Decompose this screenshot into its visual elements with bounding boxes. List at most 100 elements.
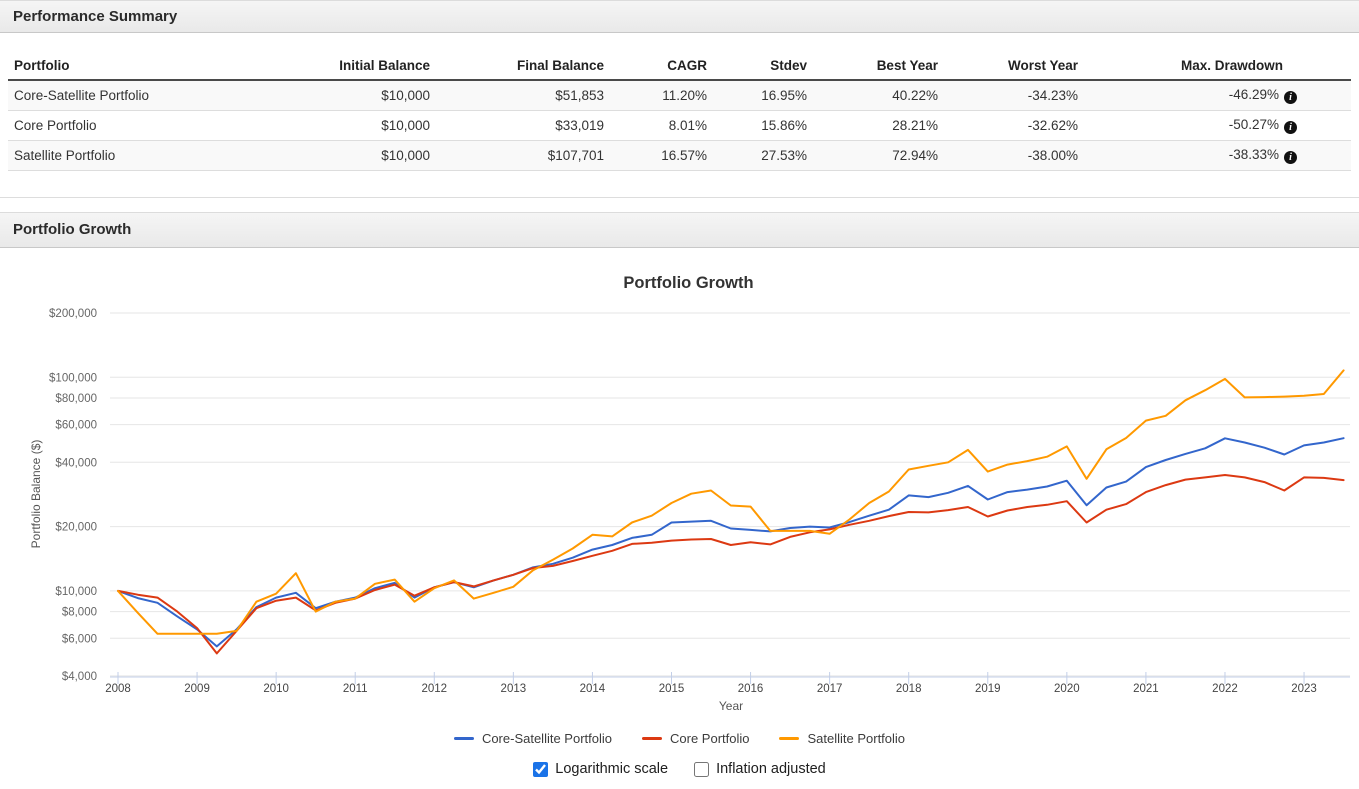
x-tick-label: 2010: [263, 683, 289, 695]
column-header-max-drawdown: Max. Drawdown: [1078, 52, 1351, 81]
section-divider: [0, 197, 1359, 198]
series-line-core-satellite-portfolio: [117, 437, 1345, 648]
legend-line-swatch: [779, 737, 800, 740]
y-tick-label: $4,000: [62, 671, 97, 683]
logarithmic-scale-checkbox[interactable]: [533, 761, 549, 777]
y-tick-label: $60,000: [55, 420, 97, 432]
y-tick-label: $6,000: [62, 633, 97, 645]
column-header-worst-year: Worst Year: [938, 52, 1078, 81]
legend-item-core-satellite: Core-Satellite Portfolio: [453, 731, 612, 746]
portfolio-growth-chart[interactable]: $200,000 $100,000 $80,000 $60,000 $40,000 $20…: [0, 255, 1359, 725]
x-tick-label: 2013: [501, 683, 527, 695]
x-tick-label: 2019: [975, 683, 1001, 695]
legend-label: Satellite Portfolio: [807, 731, 906, 746]
legend-line-swatch: [642, 737, 662, 740]
info-icon[interactable]: i: [1284, 91, 1297, 104]
cell-final-balance: $107,701: [430, 140, 604, 171]
cell-initial-balance: $10,000: [308, 140, 430, 171]
x-tick-label: 2009: [184, 683, 210, 695]
cell-initial-balance: $10,000: [308, 80, 430, 111]
max-drawdown-value: -50.27%: [1228, 117, 1279, 132]
x-axis-title: Year: [719, 699, 743, 713]
gridlines: [110, 312, 1350, 684]
inflation-adjusted-label: Inflation adjusted: [716, 761, 826, 777]
cell-max-drawdown: -38.33% i: [1078, 140, 1351, 171]
legend-label: Core Portfolio: [670, 731, 750, 746]
portfolio-growth-header-bar: Portfolio Growth: [0, 212, 1359, 248]
cell-best-year: 72.94%: [807, 140, 938, 171]
chart-title: Portfolio Growth: [623, 274, 754, 292]
table-row: Satellite Portfolio $10,000 $107,701 16.…: [8, 140, 1351, 171]
x-tick-label: 2022: [1212, 683, 1238, 695]
column-header-portfolio: Portfolio: [8, 52, 308, 81]
chart-legend: Core-Satellite Portfolio Core Portfolio …: [0, 731, 1359, 746]
x-tick-label: 2014: [580, 683, 606, 695]
cell-best-year: 28.21%: [807, 110, 938, 141]
x-tick-label: 2012: [421, 683, 447, 695]
legend-item-satellite: Satellite Portfolio: [779, 731, 905, 746]
performance-summary-title: Performance Summary: [13, 8, 178, 25]
performance-summary-table-wrap: Portfolio Initial Balance Final Balance …: [8, 52, 1351, 171]
performance-summary-table: Portfolio Initial Balance Final Balance …: [8, 52, 1351, 171]
y-axis-tick-labels: $200,000 $100,000 $80,000 $60,000 $40,000 $20…: [49, 308, 97, 683]
max-drawdown-value: -38.33%: [1228, 147, 1279, 162]
cell-cagr: 8.01%: [604, 110, 707, 141]
series-line-core-portfolio: [117, 474, 1345, 655]
x-tick-label: 2023: [1291, 683, 1317, 695]
series-line-satellite-portfolio: [117, 369, 1345, 635]
table-row: Core-Satellite Portfolio $10,000 $51,853…: [8, 80, 1351, 111]
cell-stdev: 15.86%: [707, 110, 807, 141]
max-drawdown-value: -46.29%: [1228, 87, 1279, 102]
cell-portfolio: Satellite Portfolio: [8, 140, 308, 171]
x-tick-label: 2021: [1133, 683, 1159, 695]
cell-final-balance: $33,019: [430, 110, 604, 141]
y-tick-label: $200,000: [49, 308, 97, 320]
cell-cagr: 16.57%: [604, 140, 707, 171]
inflation-adjusted-checkbox[interactable]: [694, 761, 710, 777]
cell-worst-year: -38.00%: [938, 140, 1078, 171]
column-header-best-year: Best Year: [807, 52, 938, 81]
cell-portfolio: Core-Satellite Portfolio: [8, 80, 308, 111]
cell-portfolio: Core Portfolio: [8, 110, 308, 141]
y-axis-title: Portfolio Balance ($): [29, 440, 43, 549]
performance-summary-header-bar: Performance Summary: [0, 0, 1359, 33]
cell-final-balance: $51,853: [430, 80, 604, 111]
cell-worst-year: -32.62%: [938, 110, 1078, 141]
x-tick-label: 2015: [659, 683, 685, 695]
legend-line-swatch: [453, 737, 474, 740]
table-header-row: Portfolio Initial Balance Final Balance …: [8, 52, 1351, 81]
cell-initial-balance: $10,000: [308, 110, 430, 141]
legend-item-core: Core Portfolio: [642, 731, 749, 746]
info-icon[interactable]: i: [1284, 151, 1297, 164]
series-lines: [117, 369, 1345, 655]
cell-best-year: 40.22%: [807, 80, 938, 111]
column-header-cagr: CAGR: [604, 52, 707, 81]
legend-label: Core-Satellite Portfolio: [481, 731, 612, 746]
column-header-final-balance: Final Balance: [430, 52, 604, 81]
info-icon[interactable]: i: [1284, 121, 1297, 134]
logarithmic-scale-control[interactable]: Logarithmic scale: [533, 761, 668, 777]
x-tick-label: 2008: [105, 683, 131, 695]
table-row: Core Portfolio $10,000 $33,019 8.01% 15.…: [8, 110, 1351, 141]
cell-max-drawdown: -46.29% i: [1078, 80, 1351, 111]
x-tick-label: 2017: [817, 683, 843, 695]
cell-cagr: 11.20%: [604, 80, 707, 111]
cell-stdev: 27.53%: [707, 140, 807, 171]
x-tick-label: 2016: [738, 683, 764, 695]
cell-worst-year: -34.23%: [938, 80, 1078, 111]
x-axis-tick-labels: 2008 2009 2010 2011 2012 2013 2014 2015 2016 2017…: [105, 683, 1317, 695]
y-tick-label: $10,000: [55, 586, 97, 598]
x-tick-label: 2020: [1054, 683, 1080, 695]
y-tick-label: $40,000: [55, 457, 97, 469]
cell-max-drawdown: -50.27% i: [1078, 110, 1351, 141]
portfolio-growth-title: Portfolio Growth: [13, 221, 132, 238]
cell-stdev: 16.95%: [707, 80, 807, 111]
column-header-initial-balance: Initial Balance: [308, 52, 430, 81]
logarithmic-scale-label: Logarithmic scale: [555, 761, 669, 777]
y-tick-label: $8,000: [62, 607, 97, 619]
y-tick-label: $80,000: [55, 393, 97, 405]
y-tick-label: $100,000: [49, 372, 97, 384]
y-tick-label: $20,000: [55, 522, 97, 534]
inflation-adjusted-control[interactable]: Inflation adjusted: [694, 761, 826, 777]
